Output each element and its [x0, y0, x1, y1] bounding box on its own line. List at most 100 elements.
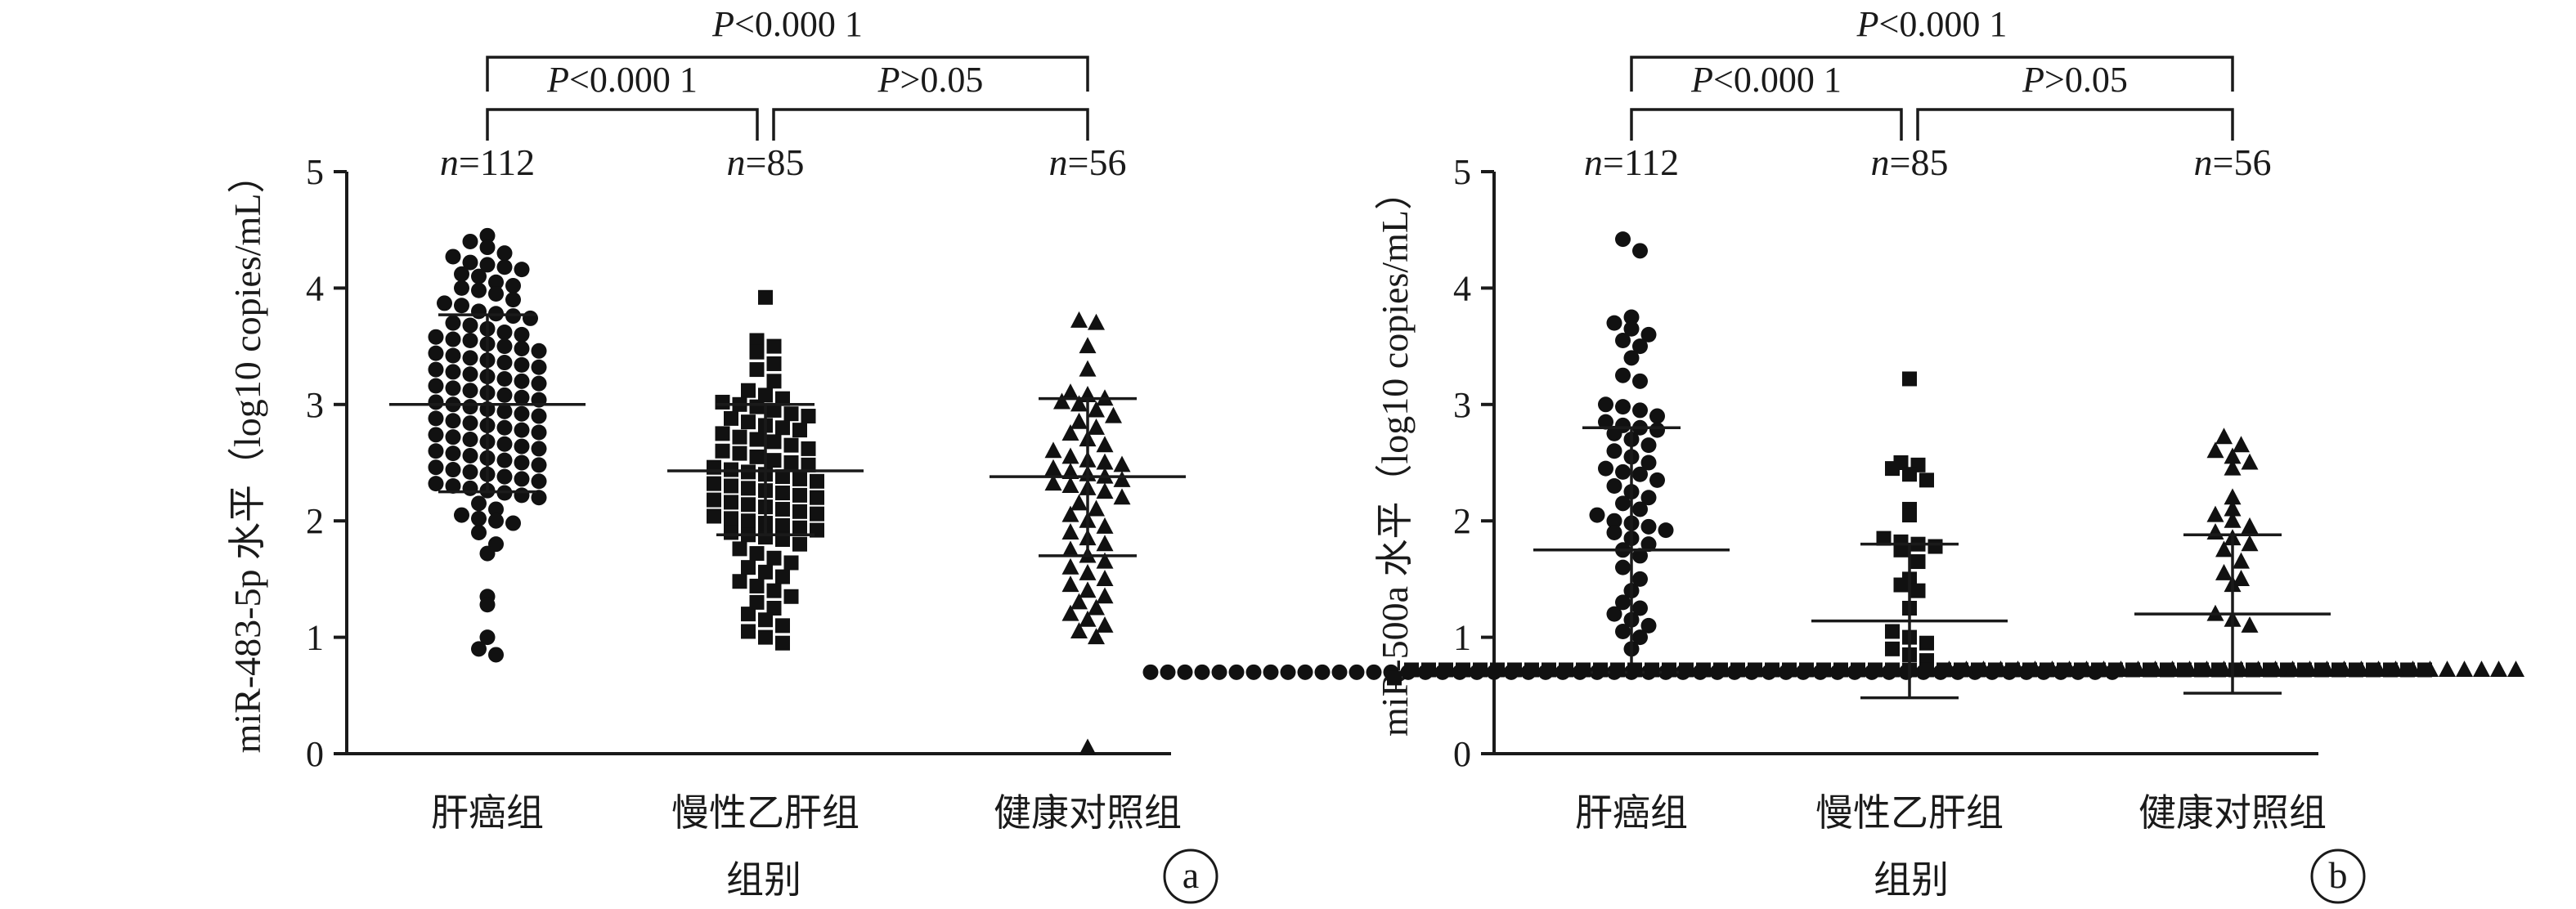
data-point: [428, 361, 444, 378]
x-category-label: 肝癌组: [431, 792, 544, 834]
p-value-label-var: P: [546, 60, 569, 100]
data-point: [2336, 660, 2353, 678]
data-point: [428, 329, 444, 345]
data-point: [496, 370, 513, 387]
y-tick-label: 5: [306, 152, 324, 192]
data-point: [505, 278, 521, 294]
data-point: [1061, 462, 1079, 479]
data-point: [1113, 455, 1131, 472]
data-point: [707, 492, 721, 508]
data-point: [462, 399, 478, 415]
y-tick-label: 3: [1453, 385, 1471, 425]
data-point: [1992, 660, 2009, 678]
data-point: [1044, 474, 1062, 491]
data-point: [1088, 499, 1105, 517]
data-point: [792, 520, 807, 535]
data-point: [1910, 554, 1926, 570]
data-point: [462, 350, 478, 366]
data-point: [1542, 662, 1556, 678]
data-point: [1610, 662, 1625, 678]
data-point: [2206, 505, 2224, 522]
data-point: [1160, 664, 1176, 680]
data-point: [1632, 373, 1648, 389]
data-point: [2507, 660, 2524, 678]
data-point: [792, 423, 807, 438]
data-point: [2241, 616, 2259, 633]
data-point: [1194, 664, 1210, 680]
significance-bracket: [486, 56, 1089, 92]
data-point: [488, 274, 504, 290]
data-point: [1096, 482, 1114, 499]
data-point: [1782, 662, 1797, 678]
data-point: [1088, 598, 1105, 616]
data-point: [715, 426, 730, 441]
y-tick-label: 5: [1453, 152, 1471, 192]
data-point: [1606, 443, 1622, 459]
data-point: [496, 387, 513, 403]
data-point: [715, 443, 730, 459]
data-point: [505, 292, 521, 308]
data-point: [496, 468, 513, 485]
data-point: [2241, 517, 2259, 534]
data-point: [741, 607, 756, 622]
data-point: [1615, 367, 1631, 383]
data-point: [471, 510, 487, 526]
data-point: [2241, 535, 2259, 552]
data-point: [1893, 542, 1909, 557]
n-label-value: =56: [2213, 141, 2272, 183]
data-point: [1053, 392, 1070, 410]
data-point: [514, 422, 530, 438]
data-point: [1421, 662, 1436, 678]
data-point: [479, 257, 496, 273]
data-point: [1958, 660, 1975, 678]
data-point: [2439, 660, 2456, 678]
data-point: [1096, 453, 1114, 470]
data-point: [749, 546, 765, 562]
significance-bracket: [486, 108, 759, 141]
data-point: [1640, 518, 1657, 535]
data-point: [1297, 664, 1313, 680]
data-point: [1070, 593, 1088, 610]
data-point: [775, 486, 790, 501]
data-point: [749, 432, 765, 447]
significance-bracket: [1916, 108, 2234, 141]
data-point: [1615, 399, 1631, 415]
data-point: [783, 555, 799, 571]
data-point: [766, 356, 782, 371]
data-point: [1640, 437, 1657, 454]
data-point: [1885, 624, 1900, 639]
data-point: [1615, 594, 1631, 611]
n-label: n=112: [1584, 141, 1679, 183]
data-point: [2061, 660, 2078, 678]
data-point: [1606, 606, 1622, 622]
data-point: [2318, 660, 2336, 678]
data-point: [496, 338, 513, 355]
data-point: [1589, 507, 1605, 523]
data-point: [1928, 539, 1943, 554]
data-point: [1623, 320, 1640, 337]
data-point: [2224, 511, 2242, 528]
data-point: [445, 347, 461, 364]
data-point: [1096, 517, 1114, 534]
data-point: [1615, 559, 1631, 575]
data-point: [1070, 622, 1088, 639]
data-point: [1070, 395, 1088, 412]
data-point: [1096, 570, 1114, 586]
data-point: [1096, 436, 1114, 453]
data-point: [445, 331, 461, 347]
p-value-label-var: P: [877, 60, 900, 100]
data-point: [496, 355, 513, 371]
data-point: [766, 453, 782, 468]
data-point: [2215, 428, 2233, 445]
data-point: [462, 317, 478, 334]
p-value-label-value: <0.000 1: [569, 60, 698, 100]
data-point: [1941, 660, 1958, 678]
data-point: [1524, 662, 1539, 678]
data-point: [741, 481, 756, 496]
data-point: [1748, 662, 1762, 678]
data-point: [462, 480, 478, 496]
data-point: [454, 280, 469, 296]
data-point: [1044, 459, 1062, 476]
n-label: n=85: [727, 141, 805, 183]
